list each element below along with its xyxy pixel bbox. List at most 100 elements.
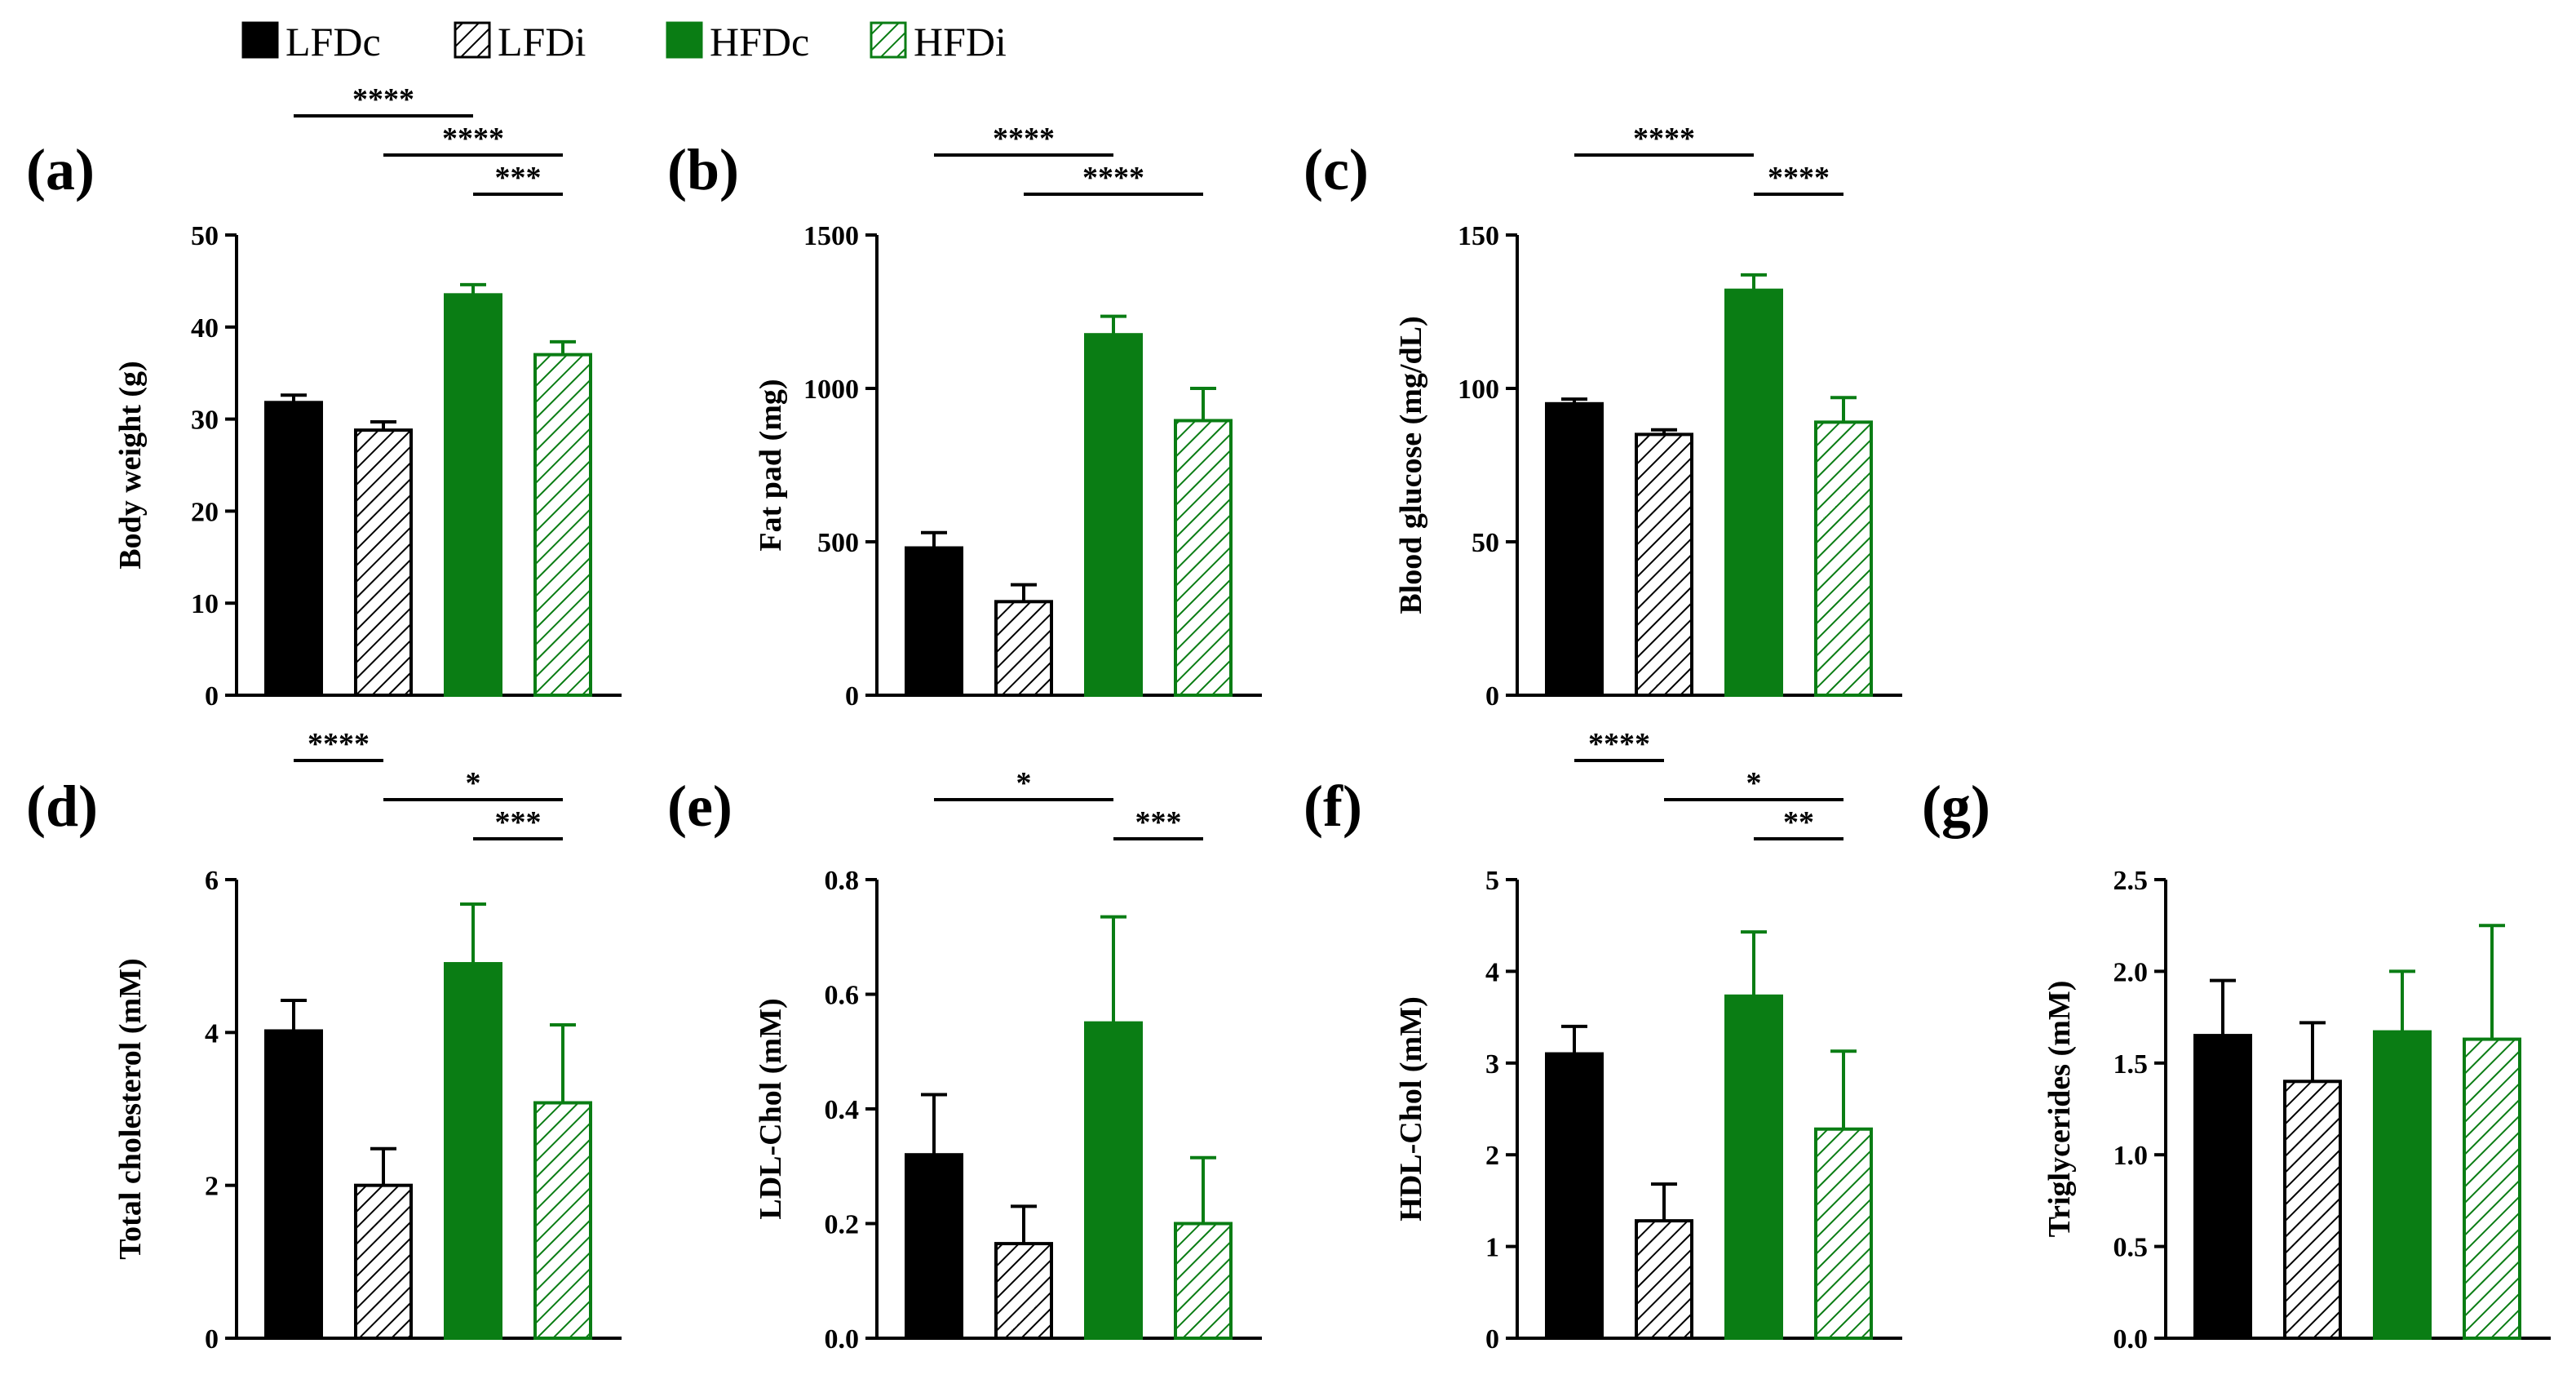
y-tick-label: 0.2 xyxy=(825,1210,860,1240)
y-axis-label: Triglycerides (mM) xyxy=(2043,981,2077,1238)
significance-label: * xyxy=(466,766,481,800)
y-tick-label: 500 xyxy=(817,528,859,558)
legend-swatch xyxy=(870,21,907,59)
y-tick-label: 0 xyxy=(845,681,859,712)
y-tick-label: 0.8 xyxy=(825,866,860,896)
bar-lfdi xyxy=(2283,1080,2342,1341)
y-tick-label: 10 xyxy=(191,589,219,619)
y-axis-label: Blood glucose (mg/dL) xyxy=(1394,316,1428,614)
y-tick-label: 1.5 xyxy=(2113,1049,2149,1080)
y-tick-label: 4 xyxy=(1485,957,1499,987)
y-tick-label: 0 xyxy=(1485,681,1499,712)
y-tick-label: 2.5 xyxy=(2113,866,2149,896)
legend-label: HFDi xyxy=(914,19,1007,64)
y-tick-label: 5 xyxy=(1485,866,1499,896)
y-tick-label: 0.6 xyxy=(825,981,860,1011)
panel-label: (g) xyxy=(1922,774,1990,839)
panel-c: (c) 0 50 100 150 Blood glucose (mg/dL) **** ***… xyxy=(1303,122,1902,712)
bar-hfdi xyxy=(533,353,592,697)
panel-label: (d) xyxy=(26,774,98,839)
bar-hfdi xyxy=(533,1101,592,1341)
bar-hfdc xyxy=(444,293,502,697)
bar-hfdi xyxy=(2463,1037,2521,1341)
bar-lfdc xyxy=(905,1153,963,1340)
y-tick-label: 0 xyxy=(1485,1324,1499,1355)
y-tick-label: 40 xyxy=(191,313,219,344)
bar-hfdc xyxy=(1084,333,1143,697)
significance-label: **** xyxy=(1588,727,1650,761)
bar-lfdc xyxy=(2193,1034,2252,1340)
significance-label: **** xyxy=(1633,122,1695,156)
y-tick-label: 2 xyxy=(1485,1141,1499,1171)
bar-lfdc xyxy=(1545,1052,1604,1341)
significance-label: **** xyxy=(993,122,1055,156)
panel-label: (c) xyxy=(1303,137,1369,202)
legend-item-hfdc: HFDc xyxy=(666,19,809,64)
y-axis-label: Fat pad (mg) xyxy=(754,379,788,551)
significance-label: **** xyxy=(1768,161,1830,195)
y-tick-label: 1000 xyxy=(803,375,859,405)
legend-swatch xyxy=(241,21,279,59)
y-tick-label: 50 xyxy=(1472,528,1499,558)
legend-label: LFDc xyxy=(285,19,381,64)
bar-hfdc xyxy=(1724,288,1783,697)
panel-b: (b) 0 500 1000 1500 Fat pad (mg) **** **** xyxy=(667,122,1262,712)
y-axis-label: Body weight (g) xyxy=(113,361,148,569)
bar-hfdc xyxy=(2373,1030,2432,1340)
legend-item-hfdi: HFDi xyxy=(870,19,1007,64)
significance-label: *** xyxy=(495,805,542,840)
y-tick-label: 0 xyxy=(205,681,219,712)
panel-label: (a) xyxy=(26,137,95,202)
y-tick-label: 3 xyxy=(1485,1049,1499,1080)
bar-lfdc xyxy=(264,401,323,697)
y-tick-label: 0.0 xyxy=(825,1324,860,1355)
significance-label: * xyxy=(1016,766,1032,800)
bar-lfdc xyxy=(1545,401,1604,697)
significance-label: ** xyxy=(1783,805,1814,840)
bar-lfdc xyxy=(905,546,963,698)
y-tick-label: 6 xyxy=(205,866,219,896)
legend-item-lfdi: LFDi xyxy=(454,19,586,64)
significance-label: **** xyxy=(308,727,370,761)
y-tick-label: 50 xyxy=(191,221,219,251)
bar-hfdc xyxy=(1084,1021,1143,1340)
y-tick-label: 0.0 xyxy=(2113,1324,2149,1355)
significance-label: *** xyxy=(495,161,542,195)
legend-swatch xyxy=(666,21,703,59)
y-tick-label: 1 xyxy=(1485,1233,1499,1263)
bar-lfdi xyxy=(354,428,413,697)
y-axis-label: HDL-Chol (mM) xyxy=(1394,996,1428,1221)
bar-hfdc xyxy=(1724,994,1783,1341)
significance-label: *** xyxy=(1135,805,1182,840)
y-tick-label: 1.0 xyxy=(2113,1141,2149,1171)
panel-label: (b) xyxy=(667,137,739,202)
bar-lfdi xyxy=(994,1242,1053,1341)
bar-lfdi xyxy=(1635,432,1693,698)
significance-label: **** xyxy=(442,122,504,156)
bar-hfdc xyxy=(444,962,502,1340)
significance-label: **** xyxy=(1082,161,1144,195)
y-axis-label: Total cholesterol (mM) xyxy=(113,958,148,1259)
legend-item-lfdc: LFDc xyxy=(241,19,381,64)
bar-hfdi xyxy=(1174,419,1233,697)
y-tick-label: 1500 xyxy=(803,221,859,251)
y-tick-label: 4 xyxy=(205,1018,219,1049)
y-tick-label: 0.4 xyxy=(825,1095,860,1125)
panel-label: (e) xyxy=(667,774,733,839)
bar-lfdc xyxy=(264,1029,323,1340)
bar-hfdi xyxy=(1174,1222,1233,1340)
bar-lfdi xyxy=(994,600,1053,698)
panel-g: (g) 0.0 0.5 1.0 1.5 2.0 2.5 Triglycerides (mM) xyxy=(1922,774,2551,1355)
y-tick-label: 30 xyxy=(191,406,219,436)
bar-lfdi xyxy=(354,1183,413,1340)
legend-swatch xyxy=(454,21,491,59)
bar-hfdi xyxy=(1814,420,1873,697)
legend-label: LFDi xyxy=(498,19,586,64)
bar-hfdi xyxy=(1814,1127,1873,1341)
